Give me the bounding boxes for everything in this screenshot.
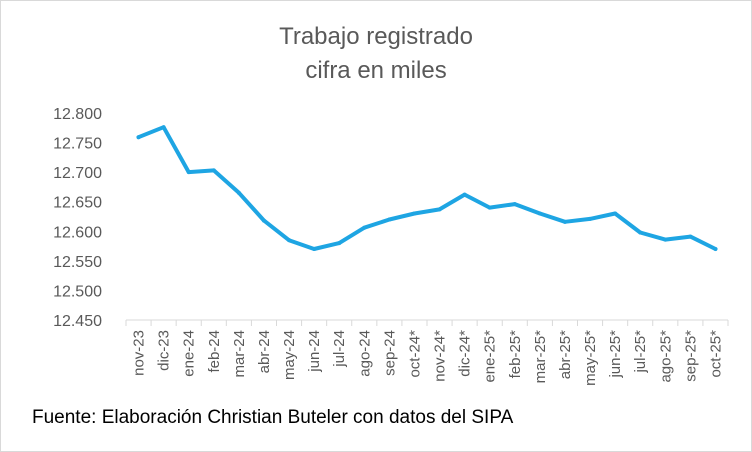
data-point bbox=[236, 190, 241, 195]
x-tick-label: feb-25* bbox=[507, 330, 524, 379]
x-tick-label: jul-24 bbox=[331, 330, 348, 368]
x-tick-label: mar-25* bbox=[532, 330, 549, 384]
data-point bbox=[186, 170, 191, 175]
x-tick-label: may-25* bbox=[582, 330, 599, 386]
data-point bbox=[688, 234, 693, 239]
data-point bbox=[613, 211, 618, 216]
y-tick-label: 12.800 bbox=[53, 106, 102, 123]
data-point bbox=[588, 216, 593, 221]
y-tick-label: 12.650 bbox=[53, 195, 102, 212]
y-tick-label: 12.550 bbox=[53, 254, 102, 271]
x-tick-label: sep-25* bbox=[682, 330, 699, 382]
data-point bbox=[512, 202, 517, 207]
y-tick-label: 12.750 bbox=[53, 136, 102, 153]
x-tick-label: ene-25* bbox=[482, 330, 499, 383]
x-tick-label: ago-25* bbox=[657, 330, 674, 383]
x-tick-label: may-24 bbox=[281, 330, 298, 380]
data-point bbox=[487, 205, 492, 210]
chart-title: Trabajo registrado cifra en miles bbox=[0, 20, 752, 88]
data-point bbox=[136, 135, 141, 140]
series-line bbox=[136, 125, 718, 251]
x-tick-label: ago-24 bbox=[356, 330, 373, 377]
data-point bbox=[638, 230, 643, 235]
x-tick-label: sep-24 bbox=[381, 330, 398, 376]
data-point bbox=[287, 238, 292, 243]
data-point bbox=[663, 237, 668, 242]
x-tick-label: oct-24* bbox=[406, 330, 423, 378]
x-tick-label: jun-25* bbox=[607, 330, 624, 379]
data-point bbox=[437, 207, 442, 212]
x-tick-label: nov-23 bbox=[131, 330, 148, 376]
data-point bbox=[362, 225, 367, 230]
y-tick-label: 12.450 bbox=[53, 313, 102, 330]
data-point bbox=[562, 219, 567, 224]
x-tick-label: jul-25* bbox=[632, 330, 649, 374]
data-point bbox=[211, 168, 216, 173]
x-tick-label: feb-24 bbox=[206, 330, 223, 373]
x-tick-label: abr-24 bbox=[256, 330, 273, 373]
x-tick-label: nov-24* bbox=[432, 330, 449, 382]
data-point bbox=[161, 125, 166, 130]
data-point bbox=[412, 211, 417, 216]
data-point bbox=[537, 211, 542, 216]
source-note: Fuente: Elaboración Christian Buteler co… bbox=[32, 407, 514, 428]
data-point bbox=[261, 218, 266, 223]
data-point bbox=[337, 241, 342, 246]
data-point bbox=[387, 217, 392, 222]
x-tick-label: oct-25* bbox=[707, 330, 724, 378]
y-tick-label: 12.500 bbox=[53, 283, 102, 300]
y-tick-label: 12.600 bbox=[53, 224, 102, 241]
data-point bbox=[462, 192, 467, 197]
x-tick-label: dic-23 bbox=[156, 330, 173, 371]
chart-title-line-1: Trabajo registrado bbox=[279, 23, 473, 50]
x-tick-label: abr-25* bbox=[557, 330, 574, 379]
data-point bbox=[713, 247, 718, 252]
x-tick-label: mar-24 bbox=[231, 330, 248, 378]
y-tick-label: 12.700 bbox=[53, 165, 102, 182]
data-point bbox=[312, 247, 317, 252]
x-tick-label: ene-24 bbox=[181, 330, 198, 377]
chart-title-line-2: cifra en miles bbox=[305, 57, 447, 84]
x-tick-label: jun-24 bbox=[306, 330, 323, 373]
x-tick-label: dic-24* bbox=[457, 330, 474, 377]
